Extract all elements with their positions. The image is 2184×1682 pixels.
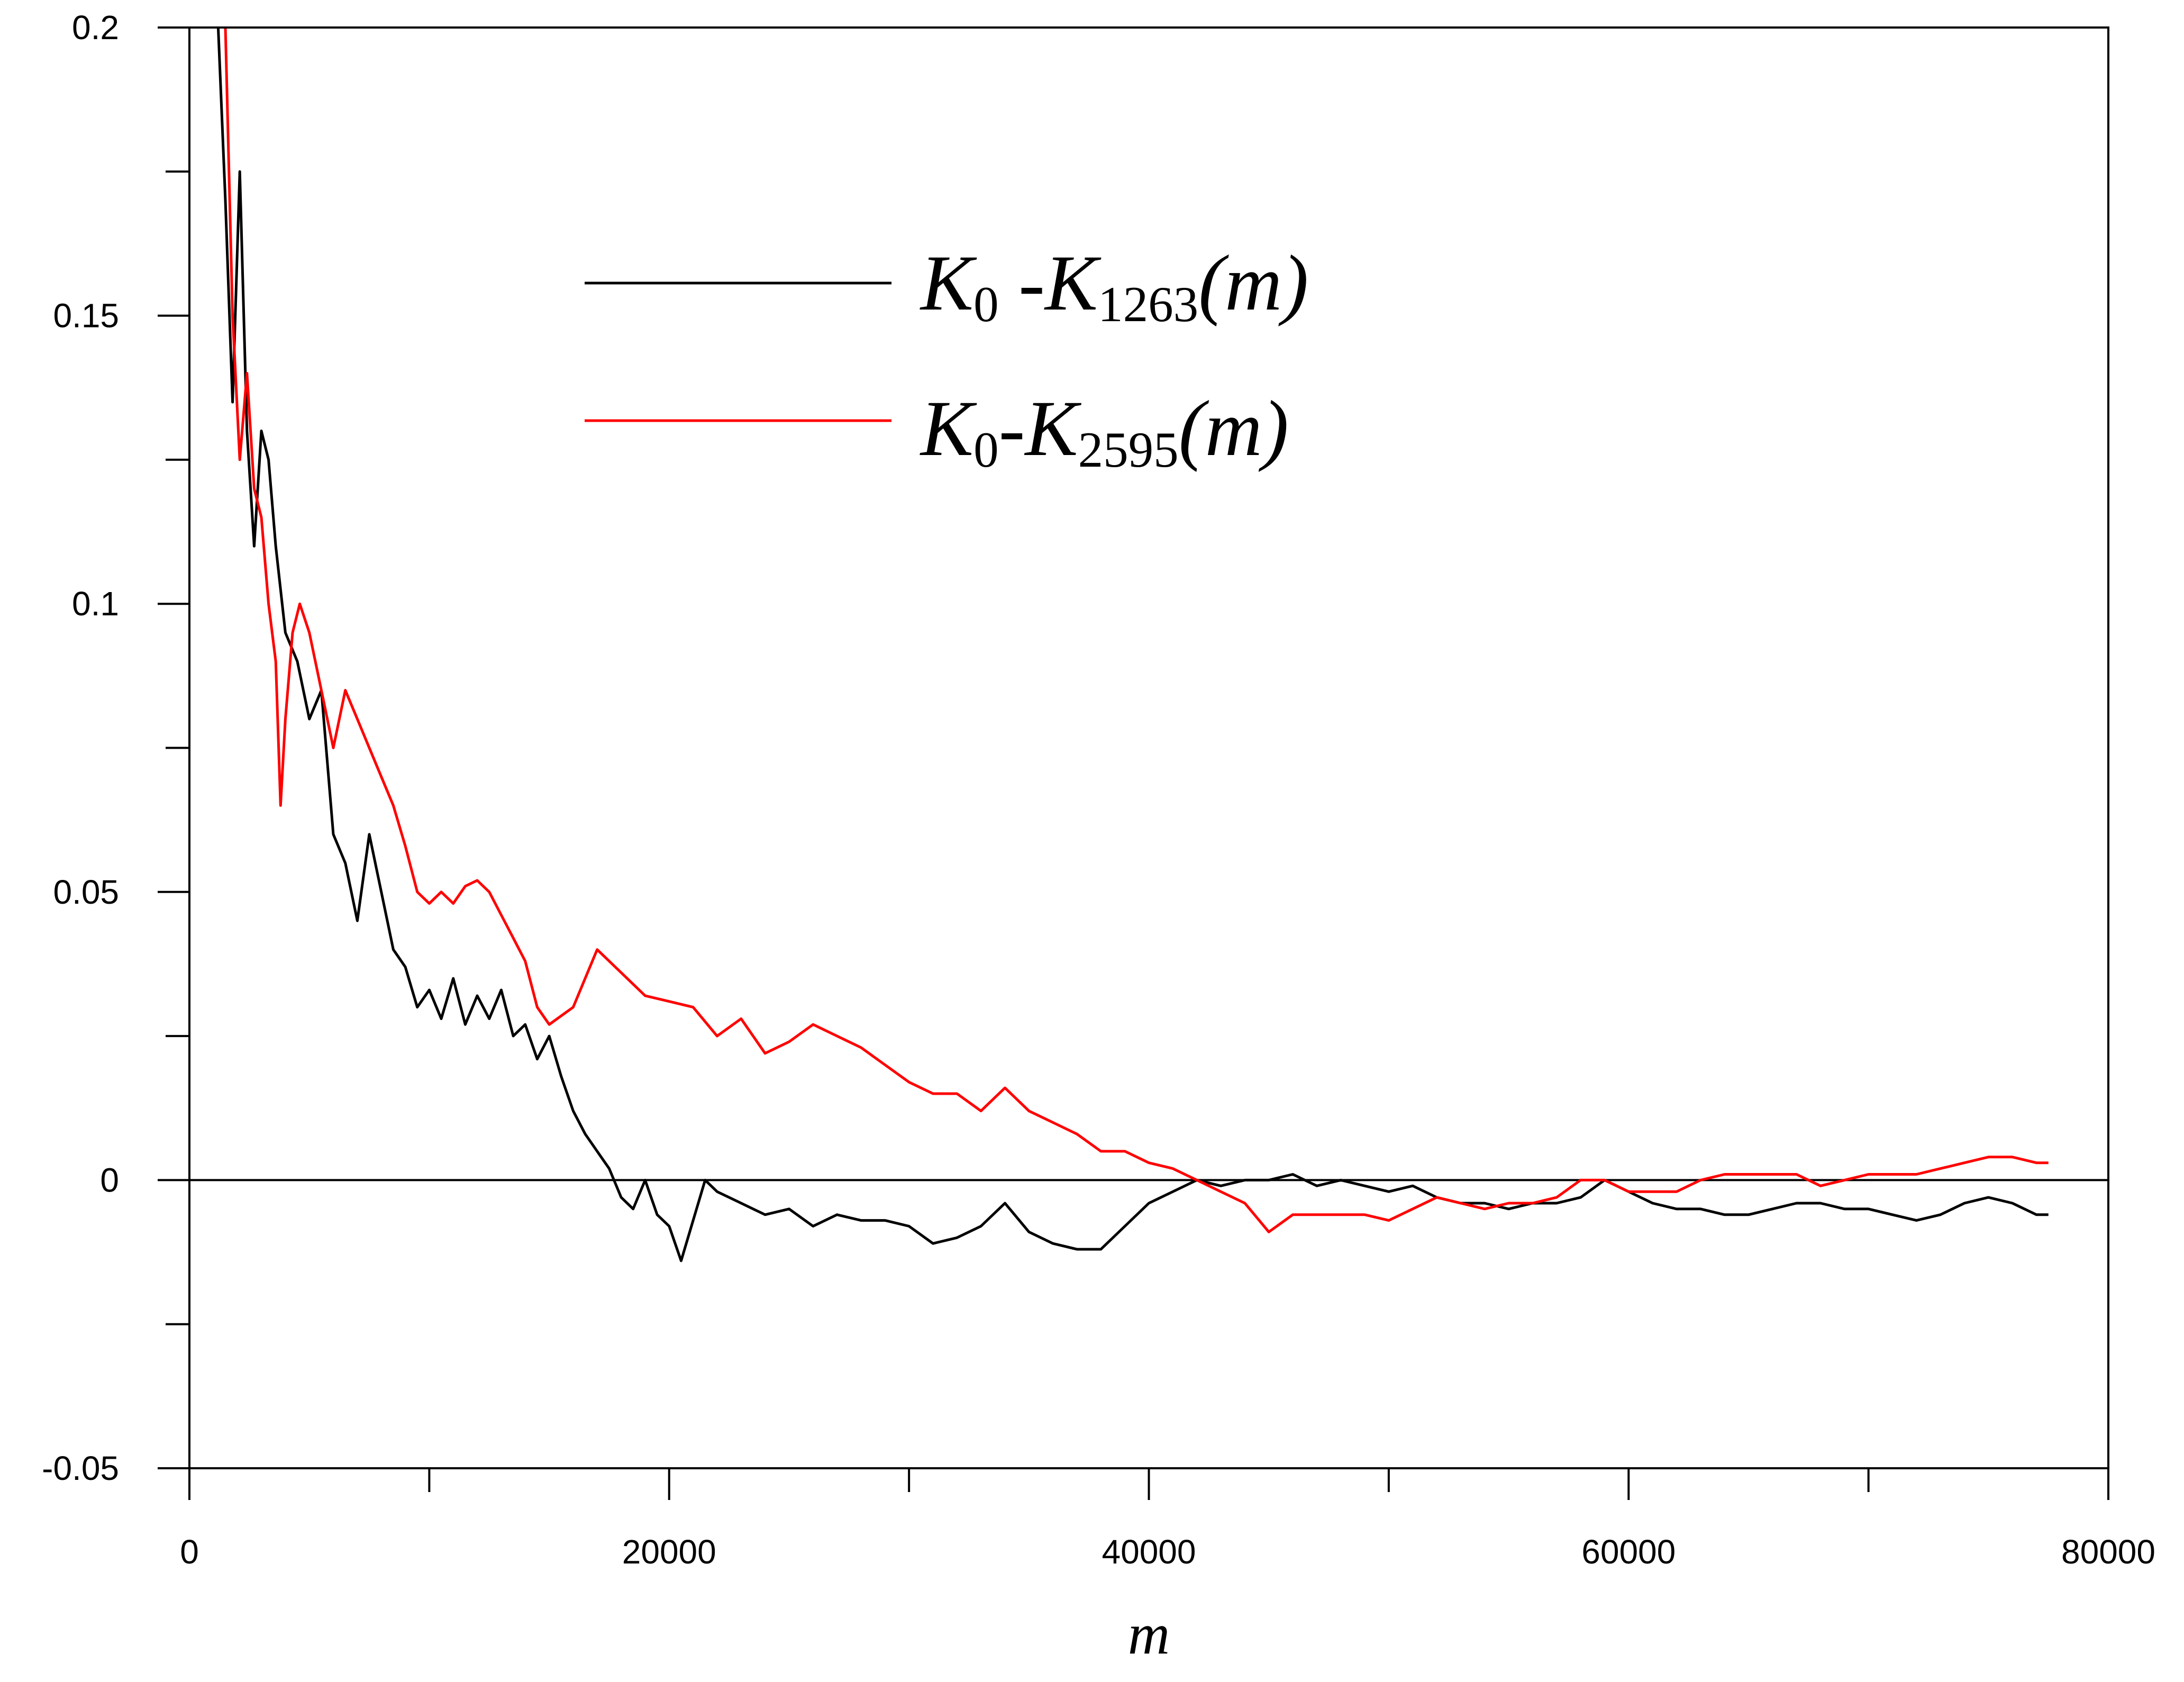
legend-label-series-1: K0 -K1263(m)	[920, 239, 1308, 332]
series-line-2	[224, 27, 2049, 1233]
y-tick-label: 0	[100, 1161, 119, 1199]
x-axis-title: m	[1128, 1602, 1170, 1666]
legend-label-series-2: K0-K2595(m)	[920, 385, 1289, 478]
x-tick-label: 80000	[2061, 1533, 2155, 1571]
series-layer	[216, 27, 2049, 1262]
y-tick-label: 0.15	[53, 297, 119, 335]
y-tick-label: 0.05	[53, 873, 119, 911]
y-tick-label: -0.05	[42, 1449, 119, 1487]
x-tick-label: 20000	[622, 1533, 716, 1571]
y-axis-ticks: -0.05 0 0.05 0.1 0.15 0.2	[42, 8, 189, 1487]
plot-frame	[188, 26, 2109, 1469]
series-line-1	[216, 27, 2049, 1262]
y-tick-label: 0.1	[72, 585, 119, 623]
y-tick-label: 0.2	[72, 8, 119, 47]
legend: K0 -K1263(m) K0-K2595(m)	[585, 239, 1308, 478]
x-axis-ticks: 0 20000 40000 60000 80000	[180, 1468, 2155, 1571]
x-tick-label: 0	[180, 1533, 199, 1571]
x-tick-label: 40000	[1102, 1533, 1196, 1571]
x-tick-label: 60000	[1581, 1533, 1676, 1571]
